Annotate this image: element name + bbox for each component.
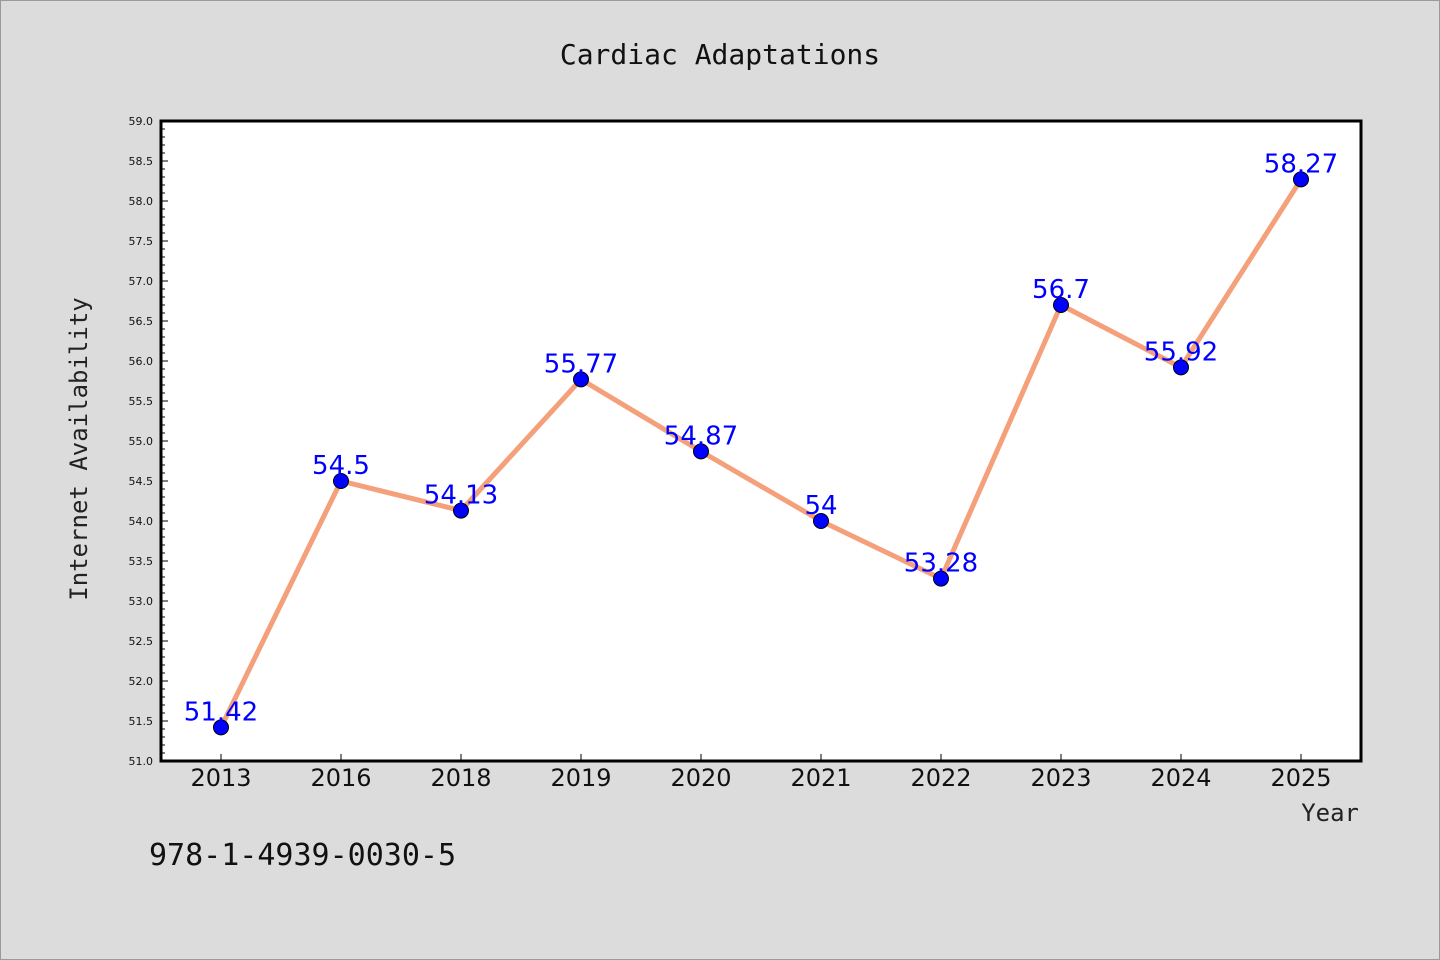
y-tick-label: 54.0 bbox=[129, 515, 154, 528]
y-tick-label: 58.5 bbox=[129, 155, 154, 168]
x-axis-label: Year bbox=[1301, 799, 1359, 827]
y-tick-label: 55.5 bbox=[129, 395, 154, 408]
data-point bbox=[333, 473, 349, 489]
y-tick-label: 57.5 bbox=[129, 235, 154, 248]
data-point bbox=[933, 570, 949, 587]
x-axis: 2013 2016 2018 2019 2020 2021 2022 2023 2024 2025 bbox=[190, 754, 1332, 792]
data-point bbox=[453, 502, 469, 519]
x-tick-label: 2018 bbox=[430, 764, 491, 792]
y-tick-label: 56.5 bbox=[129, 315, 154, 328]
data-label: 55.77 bbox=[544, 349, 618, 379]
data-label: 55.92 bbox=[1144, 337, 1218, 367]
data-label: 54 bbox=[804, 491, 837, 521]
plot-area bbox=[159, 119, 1363, 763]
data-label: 54.13 bbox=[424, 481, 498, 511]
y-tick-label: 57.0 bbox=[129, 275, 154, 288]
data-markers bbox=[213, 171, 1309, 736]
x-tick-label: 2025 bbox=[1270, 764, 1331, 792]
data-point bbox=[693, 443, 709, 460]
x-tick-label: 2022 bbox=[910, 764, 971, 792]
data-point bbox=[1293, 171, 1309, 188]
data-point bbox=[813, 513, 829, 529]
data-label: 58.27 bbox=[1264, 149, 1338, 179]
x-tick-label: 2020 bbox=[670, 764, 731, 792]
y-axis: 51.0 51.5 52.0 52.5 53.0 53.5 54.0 54.5 55.0 55.5… bbox=[129, 115, 168, 768]
data-point bbox=[1173, 359, 1189, 376]
y-tick-label: 52.0 bbox=[129, 675, 154, 688]
data-point bbox=[213, 719, 229, 736]
y-tick-label: 53.5 bbox=[129, 555, 154, 568]
y-tick-label: 55.0 bbox=[129, 435, 154, 448]
y-tick-label: 53.0 bbox=[129, 595, 154, 608]
y-tick-label: 51.5 bbox=[129, 715, 154, 728]
x-tick-label: 2013 bbox=[190, 764, 251, 792]
data-label: 53.28 bbox=[904, 549, 978, 579]
data-point bbox=[1053, 297, 1069, 313]
data-label: 56.7 bbox=[1032, 275, 1090, 305]
data-label: 54.87 bbox=[664, 421, 738, 451]
y-tick-label: 52.5 bbox=[129, 635, 154, 648]
y-axis-label: Internet Availability bbox=[65, 297, 93, 600]
x-tick-label: 2021 bbox=[790, 764, 851, 792]
y-tick-label: 59.0 bbox=[129, 115, 154, 128]
data-labels: 51.42 54.5 54.13 55.77 54.87 54 53.28 56.7 55.92… bbox=[184, 149, 1338, 727]
footer-isbn: 978-1-4939-0030-5 bbox=[149, 838, 456, 873]
x-tick-label: 2023 bbox=[1030, 764, 1091, 792]
series-line bbox=[218, 178, 1304, 729]
x-tick-label: 2016 bbox=[310, 764, 371, 792]
y-tick-label: 51.0 bbox=[129, 755, 154, 768]
y-tick-label: 56.0 bbox=[129, 355, 154, 368]
y-tick-label: 58.0 bbox=[129, 195, 154, 208]
data-point bbox=[573, 371, 589, 388]
data-label: 51.42 bbox=[184, 697, 258, 727]
x-tick-label: 2019 bbox=[550, 764, 611, 792]
data-label: 54.5 bbox=[312, 451, 370, 481]
x-tick-label: 2024 bbox=[1150, 764, 1211, 792]
chart-title: Cardiac Adaptations bbox=[560, 38, 880, 71]
y-tick-label: 54.5 bbox=[129, 475, 154, 488]
